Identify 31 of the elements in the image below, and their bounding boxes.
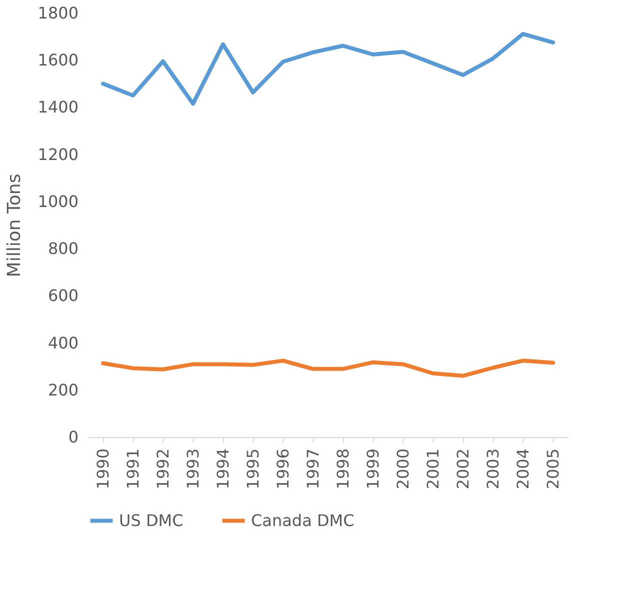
y-tick-label: 0 <box>68 428 78 446</box>
y-tick-label: 200 <box>48 380 78 400</box>
y-tick-label: 1000 <box>38 192 78 211</box>
x-tick-label: 1992 <box>154 448 172 490</box>
x-tick-label: 1994 <box>214 448 232 490</box>
line-series <box>101 32 555 106</box>
x-tick-label: 2004 <box>514 448 532 490</box>
x-tick-label: 2002 <box>454 448 472 490</box>
legend-label: Canada DMC <box>251 510 354 530</box>
x-tick-label: 1990 <box>94 448 112 490</box>
x-tick-label: 2001 <box>424 448 442 490</box>
line-series <box>101 358 555 378</box>
x-tick-label: 2000 <box>394 448 412 490</box>
y-axis-title: Million Tons <box>4 174 25 278</box>
x-tick-label: 1995 <box>244 448 262 490</box>
y-tick-label: 1600 <box>38 50 78 70</box>
y-tick-label: 1800 <box>38 4 78 22</box>
x-tick-label: 1993 <box>184 448 202 490</box>
y-tick-label: 1400 <box>38 98 78 117</box>
x-tick-label: 2003 <box>484 448 502 490</box>
y-tick-label: 600 <box>48 286 78 306</box>
y-tick-label: 400 <box>48 333 78 352</box>
y-tick-label: 1200 <box>38 144 78 164</box>
legend-label: US DMC <box>119 510 184 530</box>
x-tick-label: 2005 <box>544 448 562 490</box>
x-tick-label: 1996 <box>274 448 292 490</box>
x-tick-label: 1991 <box>124 448 142 490</box>
y-tick-label: 800 <box>48 239 78 258</box>
x-tick-label: 1999 <box>364 448 382 490</box>
x-tick-label: 1998 <box>334 448 352 490</box>
x-tick-label: 1997 <box>304 448 322 490</box>
